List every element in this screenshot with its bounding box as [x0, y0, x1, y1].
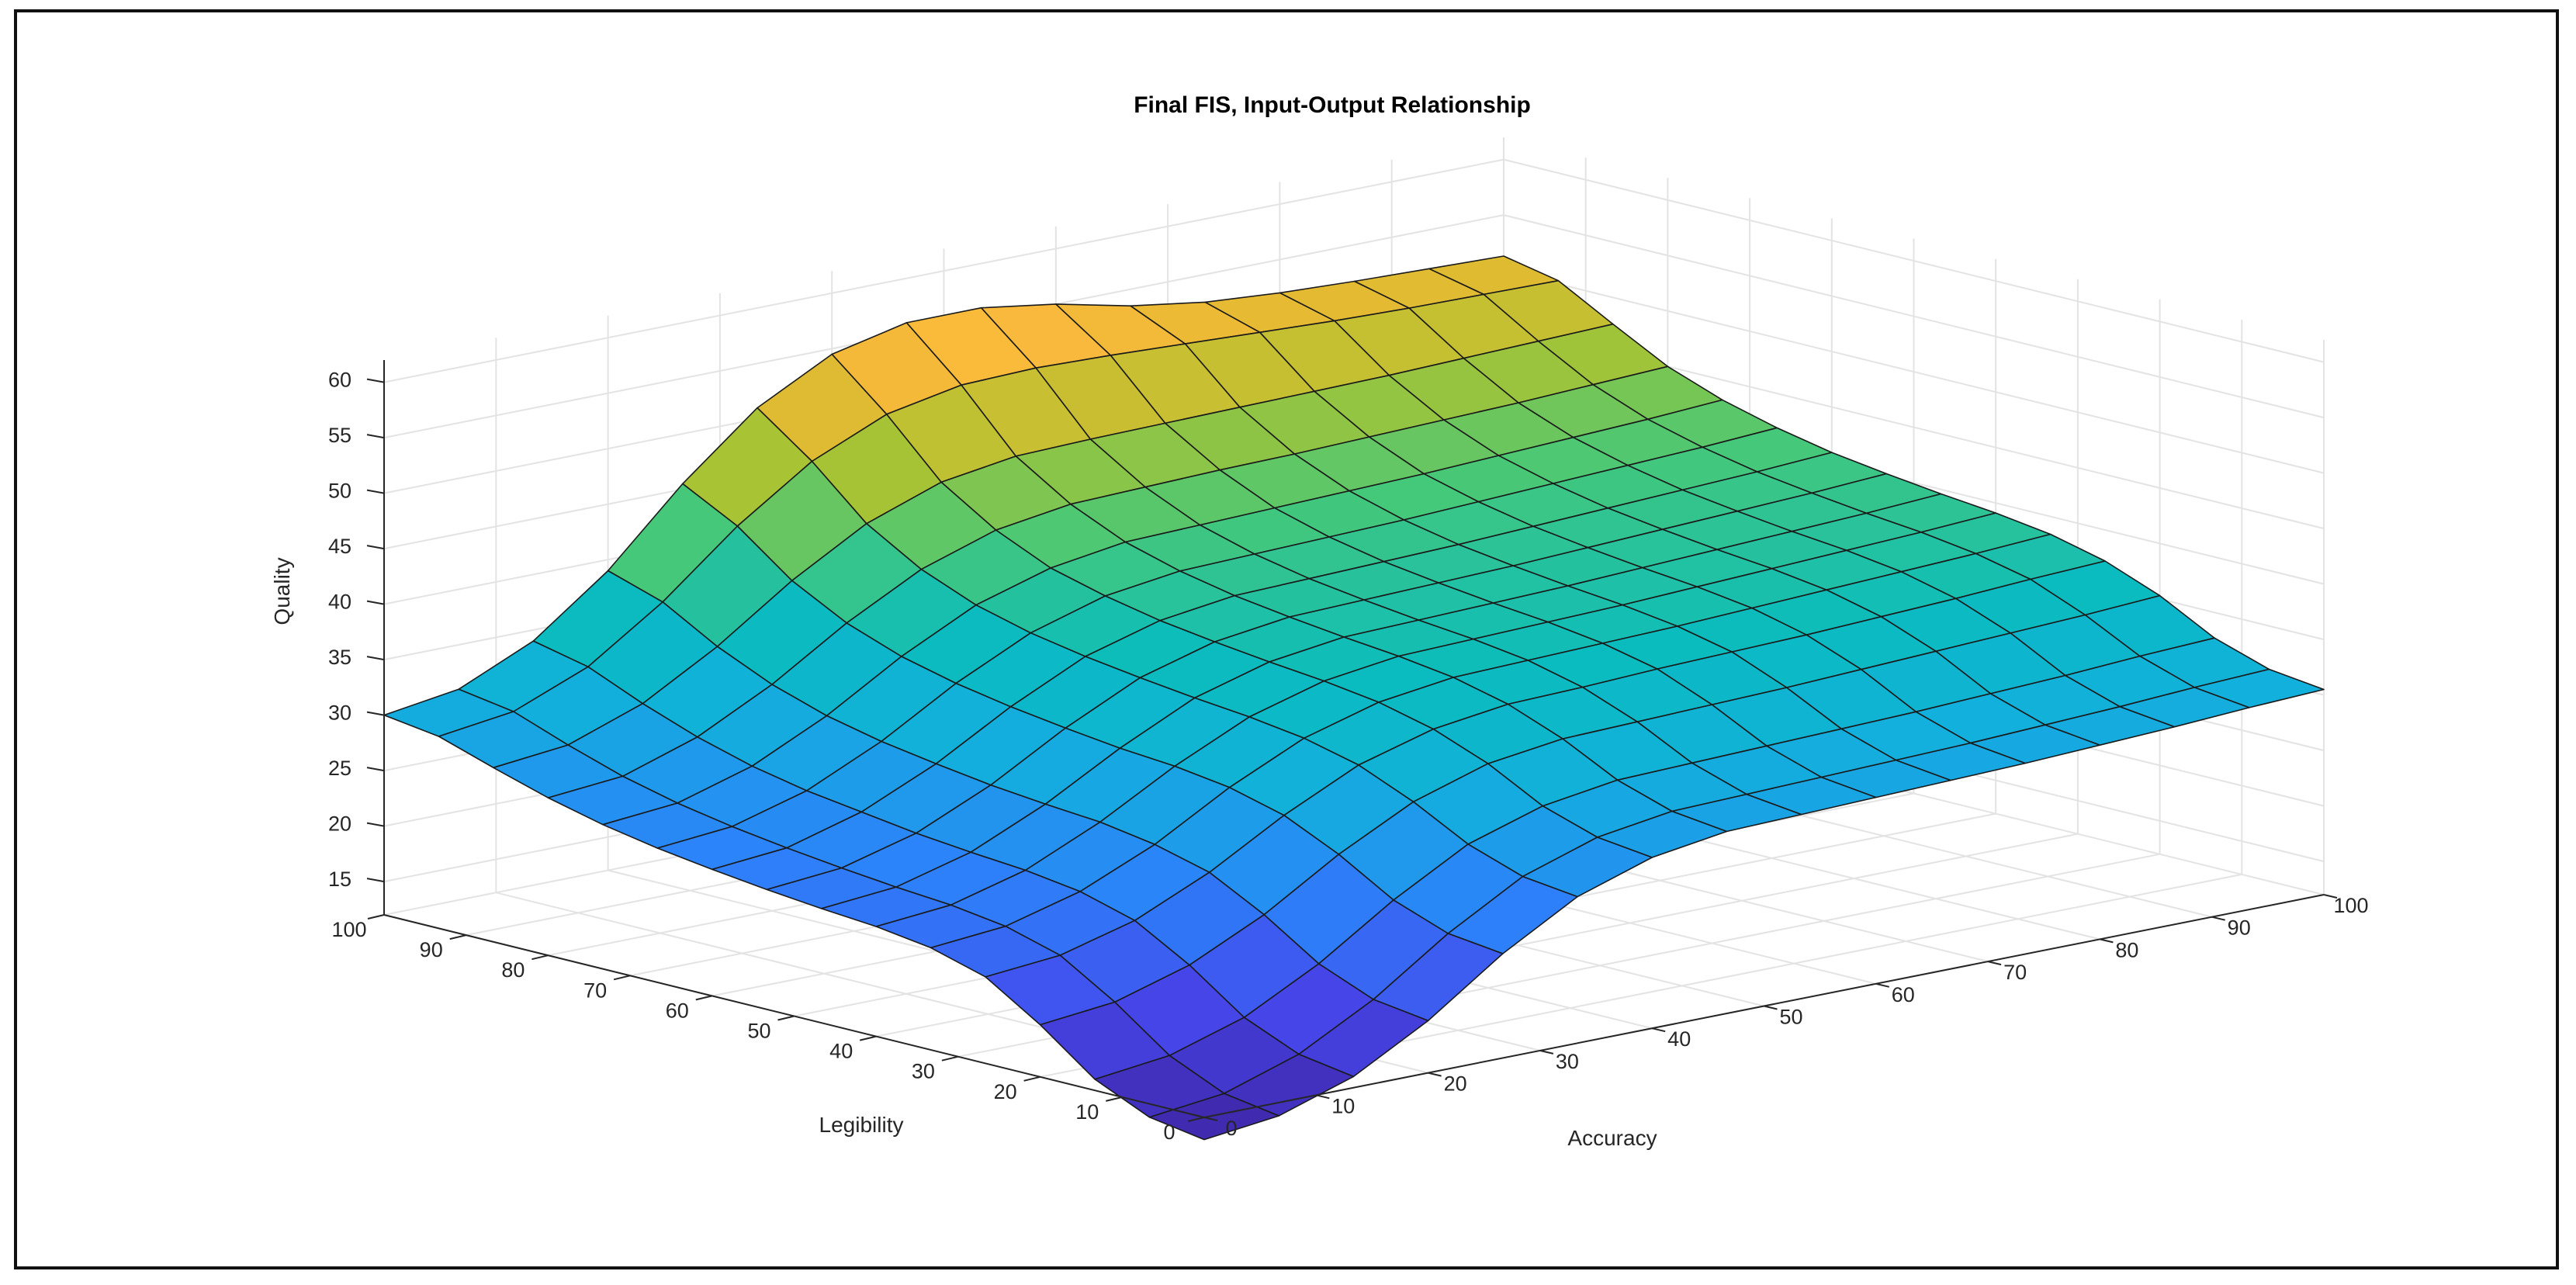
back-wall-grid-z — [383, 158, 1504, 383]
z-tick-label: 20 — [328, 812, 351, 836]
x-tick-label: 90 — [2228, 916, 2251, 940]
z-tick — [366, 489, 385, 494]
z-tick-label: 40 — [328, 591, 351, 614]
z-axis-label: Quality — [270, 557, 294, 625]
side-wall-grid-z — [1503, 269, 2325, 474]
surface-patch — [1148, 1093, 1279, 1141]
z-tick-label: 50 — [328, 480, 351, 503]
y-tick — [1023, 1075, 1040, 1082]
x-tick — [1651, 1027, 1666, 1033]
y-tick — [695, 995, 713, 1001]
z-tick — [366, 767, 385, 772]
y-tick — [1187, 1117, 1205, 1122]
y-tick-label: 50 — [747, 1020, 770, 1043]
y-tick-label: 90 — [420, 938, 443, 961]
x-tick — [1203, 1117, 1218, 1121]
x-tick-label: 70 — [2003, 961, 2027, 984]
z-tick-label: 55 — [328, 424, 351, 447]
x-tick — [1428, 1072, 1442, 1077]
z-tick-label: 15 — [328, 868, 351, 891]
side-wall-grid-z — [1503, 214, 2325, 419]
z-tick — [366, 545, 385, 550]
y-tick — [1106, 1096, 1123, 1102]
z-tick — [366, 656, 385, 661]
x-tick — [2323, 894, 2338, 899]
z-tick — [366, 878, 385, 883]
y-tick-label: 70 — [583, 978, 607, 1002]
x-tick — [2100, 938, 2114, 944]
side-wall-grid-z — [1503, 158, 2325, 363]
z-tick-label: 35 — [328, 646, 351, 669]
y-tick — [531, 954, 549, 961]
x-tick — [1316, 1094, 1330, 1100]
z-tick-label: 30 — [328, 701, 351, 725]
x-tick — [2211, 916, 2225, 921]
y-tick — [367, 914, 385, 920]
y-tick-label: 40 — [829, 1040, 853, 1063]
x-tick-label: 20 — [1444, 1072, 1467, 1096]
tick-labels: 0 10 20 30 40 50 60 70 80 90 100 0 10 20 30 40 50 60 70 80 9… — [328, 369, 2369, 1144]
z-tick — [366, 711, 385, 716]
x-tick-label: 40 — [1667, 1027, 1691, 1051]
chart-title: Final FIS, Input-Output Relationship — [1134, 92, 1531, 118]
x-tick-label: 80 — [2115, 938, 2138, 961]
y-tick-label: 20 — [994, 1080, 1017, 1103]
surface-mesh — [383, 255, 2325, 1141]
y-axis-label: Legibility — [819, 1113, 904, 1137]
z-tick — [366, 822, 385, 827]
x-axis-label: Accuracy — [1567, 1126, 1657, 1150]
y-tick — [859, 1035, 877, 1041]
z-tick-label: 60 — [328, 369, 351, 392]
y-tick-label: 100 — [331, 918, 366, 941]
x-tick — [1539, 1049, 1554, 1055]
y-tick — [777, 1015, 795, 1021]
axes — [366, 360, 2338, 1122]
x-tick-label: 100 — [2333, 894, 2368, 917]
z-tick — [366, 600, 385, 605]
x-tick-label: 60 — [1892, 983, 1915, 1006]
x-tick-label: 10 — [1331, 1094, 1355, 1117]
z-tick-label: 45 — [328, 535, 351, 558]
y-tick — [613, 975, 631, 981]
x-tick-label: 50 — [1779, 1006, 1802, 1029]
z-tick — [366, 434, 385, 439]
x-tick — [1764, 1005, 1778, 1010]
y-tick — [449, 934, 466, 940]
x-tick-label: 0 — [1225, 1117, 1237, 1140]
z-tick-label: 25 — [328, 757, 351, 780]
x-tick — [1875, 982, 1890, 988]
z-tick — [366, 378, 385, 383]
y-tick-label: 60 — [666, 999, 689, 1022]
x-tick-label: 30 — [1556, 1050, 1579, 1073]
figure-frame — [14, 9, 2559, 1269]
y-tick-label: 30 — [912, 1060, 935, 1083]
y-tick-label: 0 — [1163, 1120, 1175, 1144]
y-tick — [941, 1055, 959, 1062]
x-tick — [1987, 961, 2002, 966]
y-tick-label: 10 — [1075, 1100, 1099, 1124]
y-tick-label: 80 — [501, 958, 525, 982]
